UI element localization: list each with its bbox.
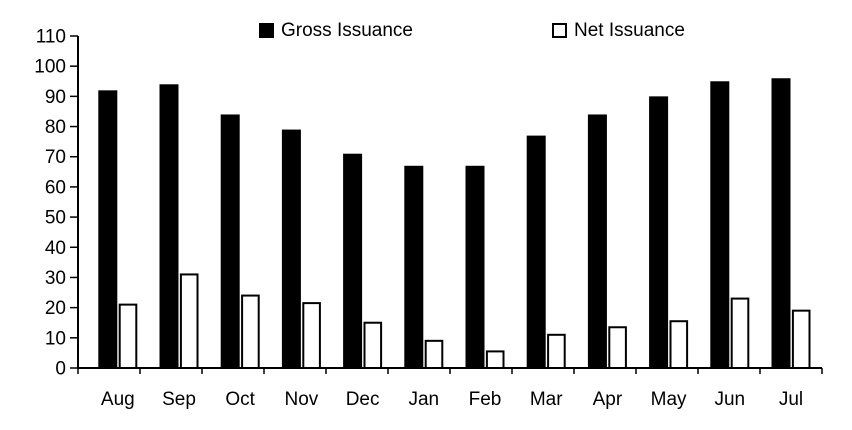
x-axis-tick-label: Mar bbox=[530, 389, 563, 410]
net-issuance-bar bbox=[791, 309, 811, 369]
gross-issuance-bar bbox=[587, 114, 607, 369]
net-issuance-bar bbox=[485, 350, 505, 369]
net-issuance-legend-label: Net Issuance bbox=[574, 20, 685, 41]
x-axis-tick-label: May bbox=[651, 389, 687, 410]
net-issuance-bar bbox=[730, 297, 750, 369]
net-issuance-bar bbox=[608, 326, 627, 369]
legend-item-net-issuance: Net Issuance bbox=[552, 20, 685, 41]
y-axis-tick-label: 0 bbox=[55, 359, 66, 380]
y-axis-tick-label: 90 bbox=[45, 87, 66, 108]
gross-issuance-bar bbox=[98, 90, 118, 368]
y-axis-tick-label: 80 bbox=[45, 117, 66, 138]
gross-issuance-bar bbox=[649, 96, 669, 368]
net-issuance-bar bbox=[669, 320, 689, 369]
gross-issuance-swatch-icon bbox=[259, 23, 274, 38]
x-axis-tick-label: Feb bbox=[469, 389, 502, 410]
x-axis-tick-label: Nov bbox=[285, 389, 319, 410]
chart-legend: Gross Issuance Net Issuance bbox=[0, 0, 852, 46]
gross-issuance-bar bbox=[281, 129, 301, 368]
y-axis-tick-label: 60 bbox=[45, 177, 66, 198]
net-issuance-bar bbox=[179, 273, 199, 370]
gross-issuance-legend-label: Gross Issuance bbox=[281, 20, 413, 41]
y-axis-tick-label: 30 bbox=[45, 268, 66, 289]
net-issuance-bar bbox=[547, 333, 566, 369]
net-issuance-bar bbox=[363, 321, 383, 369]
x-axis-tick-label: Aug bbox=[101, 389, 135, 410]
gross-issuance-bar bbox=[159, 84, 179, 369]
y-axis-tick-label: 10 bbox=[45, 328, 66, 349]
x-axis-tick-label: Apr bbox=[593, 389, 623, 410]
net-issuance-bar bbox=[118, 303, 138, 370]
net-issuance-bar bbox=[241, 294, 260, 369]
gross-issuance-bar bbox=[710, 81, 730, 368]
x-axis-tick-label: Oct bbox=[225, 389, 255, 410]
x-axis-tick-label: Jan bbox=[408, 389, 439, 410]
y-axis-tick-label: 70 bbox=[45, 147, 66, 168]
gross-issuance-bar bbox=[465, 165, 485, 368]
x-axis-tick-label: Jul bbox=[779, 389, 803, 410]
x-axis-tick-label: Jun bbox=[714, 389, 745, 410]
y-axis-tick-label: 20 bbox=[45, 298, 66, 319]
gross-issuance-bar bbox=[220, 114, 240, 369]
gross-issuance-bar bbox=[404, 165, 424, 368]
y-axis-tick-label: 110 bbox=[36, 27, 66, 48]
net-issuance-bar bbox=[424, 339, 444, 370]
y-axis-tick-label: 40 bbox=[45, 238, 66, 259]
gross-issuance-bar bbox=[343, 153, 363, 368]
legend-item-gross-issuance: Gross Issuance bbox=[259, 20, 413, 41]
gross-issuance-bar bbox=[526, 135, 546, 368]
x-axis-tick-label: Dec bbox=[346, 389, 380, 410]
y-axis-tick-label: 50 bbox=[45, 208, 66, 229]
net-issuance-bar bbox=[302, 302, 321, 370]
y-axis-tick-label: 100 bbox=[34, 57, 66, 78]
gross-issuance-bar bbox=[771, 78, 791, 368]
net-issuance-swatch-icon bbox=[552, 23, 567, 38]
x-axis-tick-label: Sep bbox=[162, 389, 196, 410]
